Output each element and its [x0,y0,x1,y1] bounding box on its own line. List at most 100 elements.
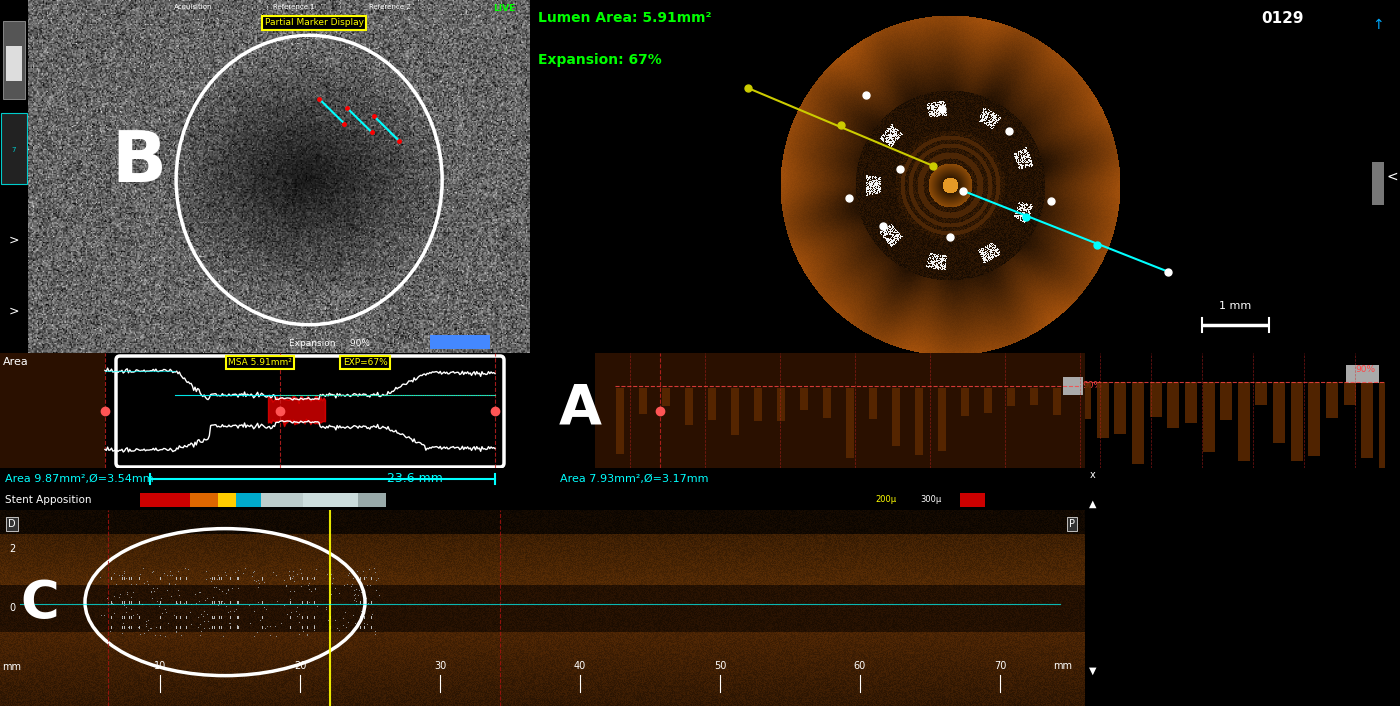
Text: 20: 20 [294,661,307,671]
Text: 50: 50 [714,661,727,671]
Text: 0: 0 [8,603,15,613]
Bar [1149,382,1162,417]
Bar [3,21,25,99]
Text: 23.6 mm: 23.6 mm [386,472,442,486]
Text: P: P [1070,519,1075,529]
Text: D: D [8,519,15,529]
Text: 90%: 90% [1082,381,1102,390]
Bar [1114,382,1126,433]
Text: ↑: ↑ [1372,18,1383,32]
Text: mm: mm [1053,661,1072,671]
Bar [777,388,785,421]
Text: 90%: 90% [1355,365,1376,373]
Text: LIVE: LIVE [493,4,515,13]
Text: <: < [1386,169,1399,184]
Bar [190,493,218,507]
Bar [1379,382,1392,471]
Bar [1221,382,1232,420]
Bar [1007,388,1015,406]
Text: Stent Apposition: Stent Apposition [6,495,91,505]
Bar [1053,388,1061,415]
Bar [1326,382,1338,418]
Text: Reference 2: Reference 2 [368,4,410,10]
Text: A: A [559,381,602,435]
Bar [1,113,27,184]
Bar [0,353,105,468]
Text: 30: 30 [434,661,447,671]
Bar [1133,382,1144,464]
Text: x: x [1089,470,1095,480]
Bar [1238,382,1250,461]
Text: >: > [8,234,20,246]
Text: ▼: ▼ [1089,665,1096,676]
Bar [960,388,969,416]
Bar [685,388,693,425]
Bar [1344,382,1355,405]
Bar [1096,382,1109,438]
Bar [218,493,237,507]
Text: Area: Area [3,357,29,367]
Bar [846,388,854,458]
Bar [260,493,302,507]
Bar [1372,162,1383,205]
Bar [1030,388,1037,405]
Text: 40: 40 [574,661,587,671]
Bar [984,388,993,413]
Bar [1184,382,1197,424]
Bar [638,388,647,414]
Bar [616,388,624,454]
Text: Partial Marker Display: Partial Marker Display [265,18,364,28]
Bar [662,388,671,406]
Text: 2: 2 [8,544,15,554]
Text: Area 9.87mm²,Ø=3.54mm: Area 9.87mm²,Ø=3.54mm [6,474,154,484]
Bar [140,493,190,507]
Text: 0129: 0129 [1261,11,1303,25]
Text: B: B [111,128,167,197]
Text: 7: 7 [11,147,17,153]
Text: 60: 60 [854,661,867,671]
Text: >: > [8,304,20,317]
Bar [1273,382,1285,443]
Text: ▲: ▲ [1089,498,1096,509]
Bar [1168,382,1179,428]
Bar [731,388,739,435]
Bar [916,388,923,455]
Text: C: C [21,578,59,630]
Bar [595,353,1085,468]
Text: 70: 70 [994,661,1007,671]
Text: 1 mm: 1 mm [1219,301,1252,311]
Bar [960,493,986,507]
Text: MSA 5.91mm²: MSA 5.91mm² [228,358,293,367]
Bar [1079,382,1091,419]
Bar [6,46,22,81]
Text: Lumen Area: 5.91mm²: Lumen Area: 5.91mm² [539,11,711,25]
Bar [430,335,490,349]
Bar [1203,382,1215,453]
Bar [799,388,808,409]
Bar [823,388,832,418]
Bar [1291,382,1303,461]
Text: mm: mm [3,662,21,672]
Text: 10: 10 [154,661,167,671]
Bar [1345,364,1379,383]
Bar [1361,382,1373,458]
Bar [755,388,762,421]
Text: Area 7.93mm²,Ø=3.17mm: Area 7.93mm²,Ø=3.17mm [560,474,708,484]
Bar [869,388,876,419]
Text: 200μ: 200μ [875,496,896,505]
Text: EXP=67%: EXP=67% [343,358,388,367]
Bar [1256,382,1267,405]
Bar [1063,377,1084,395]
Bar [1309,382,1320,456]
Bar [237,493,260,507]
Bar [938,388,946,451]
Text: Expansion:    90%: Expansion: 90% [288,340,370,348]
Bar [358,493,386,507]
Bar [708,388,715,419]
Text: Expansion: 67%: Expansion: 67% [539,53,662,67]
Text: 300μ: 300μ [920,496,941,505]
Text: Reference 1: Reference 1 [273,4,315,10]
Text: Acquisition: Acquisition [175,4,213,10]
Bar [302,493,358,507]
Bar [892,388,900,446]
